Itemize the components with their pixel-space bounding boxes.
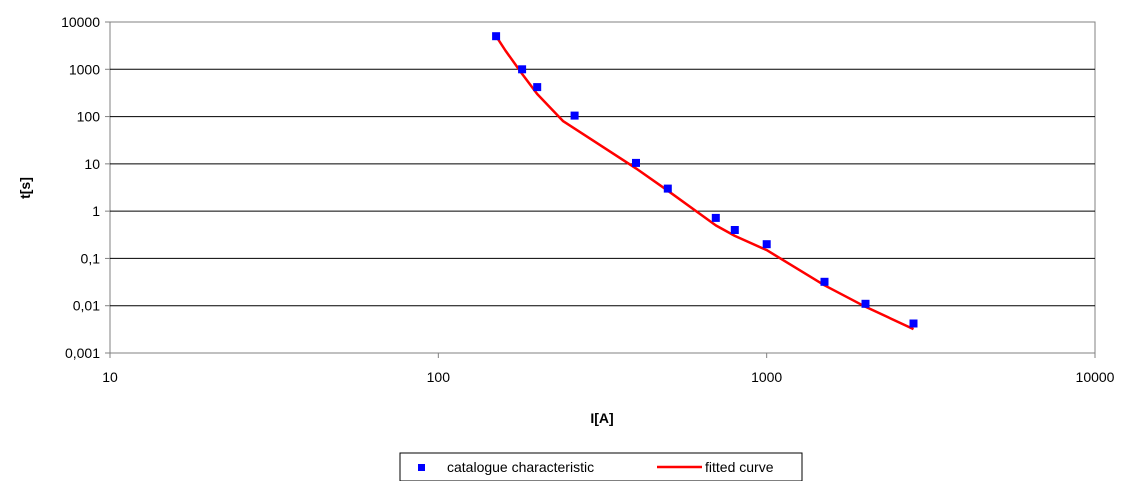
x-tick-label: 10 [102,369,118,385]
y-axis-title: t[s] [17,177,33,199]
data-point [711,213,720,222]
x-axis-title: I[A] [590,410,613,426]
data-point [570,111,579,120]
y-tick-label: 100 [77,109,101,125]
data-point [533,83,542,92]
plot-area [109,21,1096,354]
y-tick-label: 1000 [69,61,100,77]
y-tick-label: 10 [84,156,100,172]
data-point [492,32,501,41]
series-line-fitted-curve [495,35,915,331]
legend-marker-square [418,464,425,471]
y-tick-label: 0,001 [65,345,100,361]
series-markers [492,32,918,328]
y-tick-label: 1 [92,203,100,219]
data-point [909,319,918,328]
data-point [762,240,771,249]
legend-label-catalogue: catalogue characteristic [447,459,594,475]
data-point [518,65,527,74]
x-tick-label: 100 [427,369,451,385]
x-tick-label: 1000 [751,369,782,385]
legend: catalogue characteristic fitted curve [399,452,803,482]
data-point [632,158,640,167]
gridlines [110,68,1095,307]
data-point [861,299,870,308]
y-tick-label: 0,1 [81,250,101,266]
data-point [820,277,829,286]
data-point [663,184,672,193]
y-tick-label: 10000 [61,14,100,30]
axes: 0,001 0,01 0,1 1 10 100 1000 10000 10 100 1000 1000… [61,14,1115,385]
x-tick-label: 10000 [1076,369,1115,385]
series-lines [495,35,915,331]
data-point [730,226,739,234]
y-tick-label: 0,01 [73,298,100,314]
legend-label-fitted: fitted curve [705,459,774,475]
